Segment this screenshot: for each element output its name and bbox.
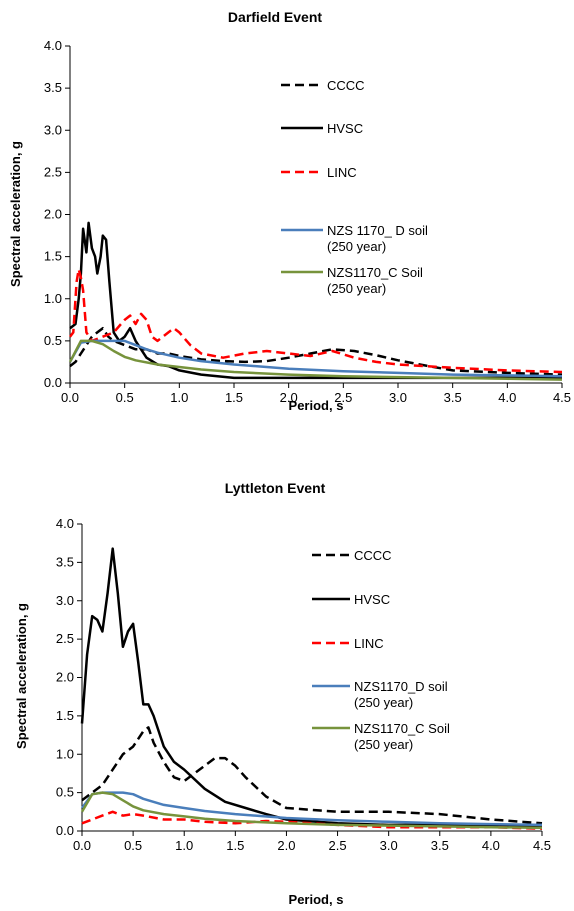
series-line-nzs-1170-d-soil-250-year- [68,339,563,378]
legend-label: NZS1170_C Soil (250 year) [327,265,423,296]
x-tick-label: 1.5 [226,838,244,853]
x-tick-label: 1.5 [225,390,243,405]
y-tick-label: 3.5 [44,80,62,95]
series-line-nzs1170-c-soil-250-year- [80,791,543,830]
x-axis-label: Period, s [289,398,344,413]
plot-area: 0.0 0.5 1.0 1.5 2.0 2.5 3.0 3.5 4.0 0.0 0.5 1.0 1.5 2… [56,516,551,853]
x-tick-label: 1.0 [175,838,193,853]
y-tick-label: 1.5 [56,708,74,723]
y-axis-label: Spectral acceleration, g [14,603,29,749]
y-tick-label: 0.5 [44,333,62,348]
y-tick-label: 4.0 [44,38,62,53]
legend-label: HVSC [327,121,363,136]
x-tick-label: 4.5 [533,838,551,853]
series-line-linc [81,810,543,830]
y-axis-label: Spectral acceleration, g [8,141,23,287]
legend-label: CCCC [354,548,392,563]
y-tick-label: 2.5 [56,631,74,646]
plot-area: 0.0 0.5 1.0 1.5 2.0 2.5 3.0 3.5 4.0 0.0 0.5 1.0 1.5 2… [44,38,571,405]
series-line-linc [69,268,563,374]
series-line-cccc [81,726,543,825]
chart-darfield: Darfield Event Spectral acceleration, g … [8,9,571,413]
x-tick-label: 4.5 [553,390,571,405]
y-tick-label: 0.0 [56,823,74,838]
series-line-nzs1170-d-soil-250-year- [80,791,543,827]
x-tick-label: 2.0 [277,838,295,853]
legend-label: CCCC [327,78,365,93]
y-tick-label: 3.0 [56,593,74,608]
y-tick-label: 0.5 [56,785,74,800]
y-tick-label: 3.5 [56,554,74,569]
x-tick-label: 0.0 [61,390,79,405]
x-tick-label: 4.0 [498,390,516,405]
y-tick-label: 0.0 [44,375,62,390]
y-tick-label: 1.5 [44,249,62,264]
y-tick-label: 3.0 [44,122,62,137]
x-tick-label: 0.0 [73,838,91,853]
legend-label: LINC [354,636,384,651]
x-tick-label: 3.5 [444,390,462,405]
series-line-hvsc [69,221,562,380]
x-tick-label: 2.0 [280,390,298,405]
series-line-cccc [69,326,563,376]
x-tick-label: 1.0 [170,390,188,405]
y-tick-label: 2.0 [56,670,74,685]
x-tick-label: 3.0 [380,838,398,853]
legend-label: NZS1170_C Soil (250 year) [354,721,450,752]
legend: CCCC HVSC LINC NZS 1170_ D soil (250 year) NZ… [281,78,428,296]
legend-label: LINC [327,165,357,180]
x-tick-label: 0.5 [124,838,142,853]
legend-label: HVSC [354,592,390,607]
legend: CCCC HVSC LINC NZS1170_D soil (250 year) NZS1… [312,548,450,752]
x-tick-label: 3.0 [389,390,407,405]
legend-label: NZS 1170_ D soil (250 year) [327,223,428,254]
y-tick-label: 4.0 [56,516,74,531]
series-line-nzs1170-c-soil-250-year- [68,339,563,381]
legend-label: NZS1170_D soil (250 year) [354,679,448,710]
y-tick-label: 2.5 [44,164,62,179]
series-line-hvsc [80,547,542,827]
x-tick-label: 2.5 [334,390,352,405]
chart-title: Darfield Event [228,9,322,25]
chart-lyttleton: Lyttleton Event Spectral acceleration, g… [14,480,551,907]
y-tick-label: 2.0 [44,207,62,222]
x-tick-label: 0.5 [116,390,134,405]
y-tick-label: 1.0 [44,291,62,306]
chart-title: Lyttleton Event [225,480,326,496]
y-tick-label: 1.0 [56,746,74,761]
x-axis-label: Period, s [289,892,344,907]
x-tick-label: 4.0 [482,838,500,853]
x-tick-label: 3.5 [431,838,449,853]
x-tick-label: 2.5 [329,838,347,853]
